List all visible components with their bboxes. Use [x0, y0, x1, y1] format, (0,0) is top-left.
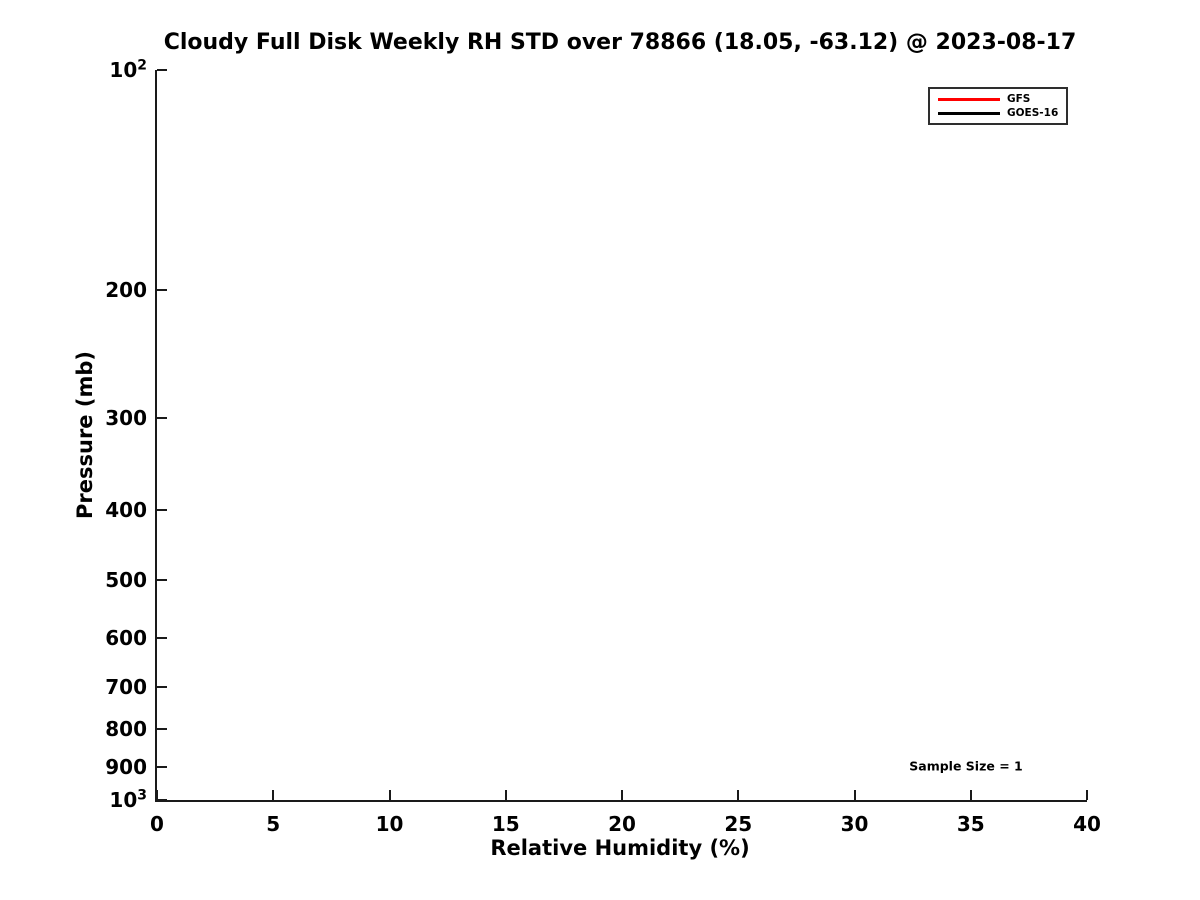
x-tick-label: 25 — [724, 812, 753, 836]
sample-size-annotation: Sample Size = 1 — [909, 758, 1023, 774]
x-tick-mark — [969, 790, 972, 800]
x-tick-label: 20 — [608, 812, 636, 836]
chart-title: Cloudy Full Disk Weekly RH STD over 7886… — [163, 30, 1077, 55]
legend: GFS GOES-16 — [928, 87, 1068, 125]
x-tick-mark — [853, 790, 856, 800]
y-tick-mark — [157, 508, 167, 511]
x-tick-label: 35 — [956, 812, 985, 836]
legend-label: GFS — [1007, 93, 1031, 105]
y-tick-mark — [157, 417, 167, 420]
legend-entry: GOES-16 — [938, 106, 1060, 120]
x-tick-label: 10 — [375, 812, 404, 836]
y-tick-label: 700 — [105, 674, 147, 699]
x-tick-mark — [156, 790, 158, 800]
y-tick-mark — [157, 728, 167, 731]
x-tick-label: 40 — [1073, 812, 1101, 836]
x-tick-label: 15 — [491, 812, 520, 836]
plot-area: 102 200 300 400 500 600 700 800 900 103 0 5 10 15 20 2… — [105, 58, 1101, 836]
x-tick-mark — [504, 790, 507, 800]
x-axis-label: Relative Humidity (%) — [490, 836, 750, 860]
y-tick-label: 600 — [105, 626, 147, 651]
legend-line-swatch — [938, 97, 1000, 101]
legend-label: GOES-16 — [1007, 107, 1059, 119]
x-tick-mark — [737, 790, 740, 800]
y-tick-mark — [157, 579, 167, 582]
y-tick-label: 102 — [109, 57, 147, 82]
y-tick-label: 300 — [105, 406, 147, 431]
y-tick-label: 800 — [105, 717, 147, 742]
y-tick-mark — [157, 288, 167, 291]
y-tick-label: 500 — [105, 568, 147, 593]
legend-line-swatch — [938, 111, 1000, 115]
x-tick-mark — [1086, 790, 1088, 800]
y-tick-label: 103 — [109, 787, 147, 812]
y-tick-label: 400 — [105, 497, 147, 522]
y-tick-mark — [157, 69, 167, 71]
x-tick-label: 30 — [840, 812, 869, 836]
y-axis-label: Pressure (mb) — [73, 351, 97, 519]
legend-entry: GFS — [938, 92, 1060, 106]
x-tick-mark — [272, 790, 275, 800]
x-tick-mark — [621, 790, 623, 800]
y-tick-label: 900 — [105, 754, 147, 779]
x-tick-mark — [388, 790, 391, 800]
x-tick-label: 0 — [150, 812, 164, 836]
y-tick-label: 200 — [105, 277, 147, 302]
y-tick-mark — [157, 765, 167, 768]
y-tick-mark — [157, 799, 167, 801]
y-tick-mark — [157, 685, 167, 688]
y-tick-mark — [157, 637, 167, 640]
x-tick-label: 5 — [266, 812, 281, 836]
